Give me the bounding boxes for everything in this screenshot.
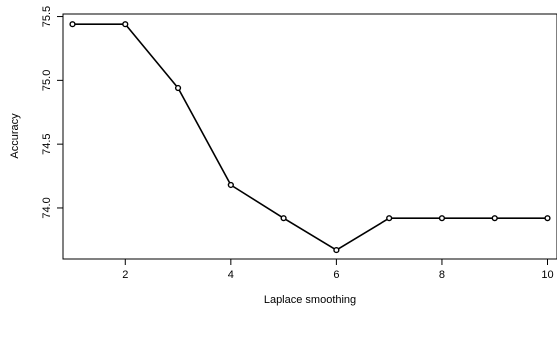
data-point bbox=[386, 215, 393, 222]
data-point bbox=[544, 215, 551, 222]
x-tick-label: 10 bbox=[541, 269, 553, 281]
data-point bbox=[122, 21, 129, 28]
y-tick-label: 75.0 bbox=[41, 70, 53, 91]
data-point bbox=[491, 215, 498, 222]
x-axis: 2 4 6 8 10 bbox=[122, 258, 554, 281]
data-point bbox=[438, 215, 446, 222]
data-point bbox=[333, 246, 340, 254]
plot-frame bbox=[62, 13, 557, 260]
data-point bbox=[227, 181, 234, 189]
y-axis-title: Accuracy bbox=[9, 113, 21, 159]
y-axis: 74.0 74.5 75.0 75.5 bbox=[41, 6, 64, 219]
series-layer bbox=[69, 21, 551, 254]
x-axis-title: Laplace smoothing bbox=[264, 294, 356, 306]
data-point bbox=[174, 84, 182, 92]
data-point bbox=[280, 215, 287, 222]
x-tick-label: 4 bbox=[228, 269, 234, 281]
x-tick-label: 8 bbox=[439, 269, 445, 281]
y-tick-label: 74.5 bbox=[41, 133, 53, 154]
x-tick-label: 6 bbox=[333, 269, 339, 281]
y-tick-label: 74.0 bbox=[41, 197, 53, 218]
series-line bbox=[72, 23, 548, 251]
data-point bbox=[69, 21, 76, 28]
x-tick-label: 2 bbox=[122, 269, 128, 281]
y-tick-label: 75.5 bbox=[41, 6, 53, 27]
